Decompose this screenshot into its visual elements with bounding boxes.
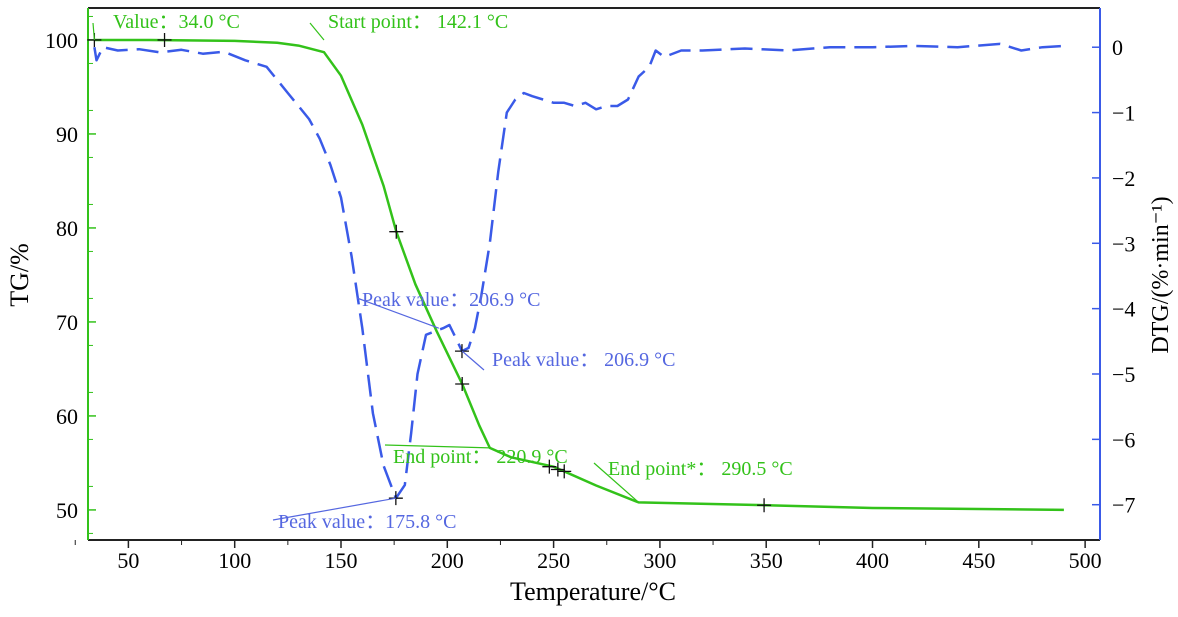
series-tg-line (94, 38, 1064, 512)
x-tick-label: 300 (643, 548, 676, 573)
annotation-leader (309, 22, 325, 41)
crosshair-marker (454, 344, 469, 359)
x-tick-label: 250 (537, 548, 570, 573)
y-tick-label: 70 (56, 310, 78, 335)
y2-tick-label: −3 (1112, 231, 1135, 256)
x-tick-label: 350 (750, 548, 783, 573)
crosshair-marker (389, 224, 404, 239)
y-tick-label: 80 (56, 216, 78, 241)
annotation-label: Start point： 142.1 °C (328, 11, 508, 33)
x-tick-label: 500 (1069, 548, 1102, 573)
annotation-label: Value：34.0 °C (113, 11, 240, 33)
annotation-label: Peak value： 206.9 °C (492, 349, 676, 371)
annotation-label: Peak value：175.8 °C (278, 511, 457, 533)
crosshair-marker (157, 32, 172, 47)
annotation-leader (92, 22, 95, 41)
y2-tick-label: −6 (1112, 427, 1135, 452)
crosshair-marker (550, 462, 565, 477)
x-tick-label: 150 (325, 548, 358, 573)
x-tick-label: 50 (117, 548, 139, 573)
y-tick-label: 60 (56, 404, 78, 429)
crosshair-marker (757, 498, 772, 513)
annotation-label: End point： 220.9 °C (393, 446, 568, 468)
annotation-leader (384, 444, 490, 449)
annotation-label: End point*： 290.5 °C (608, 458, 793, 480)
y2-tick-label: −5 (1112, 362, 1135, 387)
y-tick-label: 100 (45, 28, 78, 53)
annotation-leader (593, 462, 640, 503)
y2-tick-label: −7 (1112, 493, 1135, 518)
x-tick-label: 100 (218, 548, 251, 573)
crosshair-marker (455, 376, 470, 391)
x-tick-label: 200 (431, 548, 464, 573)
x-tick-label: 400 (856, 548, 889, 573)
y-tick-label: 50 (56, 498, 78, 523)
annotation-leader (461, 350, 485, 371)
y-tick-label: 90 (56, 122, 78, 147)
y2-tick-label: −2 (1112, 166, 1135, 191)
y2-axis-label: DTG/(%·min⁻¹) (1148, 196, 1174, 353)
y2-tick-label: −1 (1112, 101, 1135, 126)
y2-tick-label: 0 (1112, 35, 1123, 60)
y2-tick-label: −4 (1112, 297, 1135, 322)
annotation-leader (356, 297, 440, 329)
crosshair-marker (557, 464, 572, 479)
annotation-label: Peak value：206.9 °C (362, 289, 541, 311)
crosshair-marker (542, 459, 557, 474)
x-axis-label: Temperature/°C (510, 577, 676, 606)
x-tick-label: 450 (962, 548, 995, 573)
series-dtg-line (93, 42, 1064, 500)
annotation-leader (272, 497, 396, 521)
y-axis-label: TG/% (5, 243, 34, 307)
